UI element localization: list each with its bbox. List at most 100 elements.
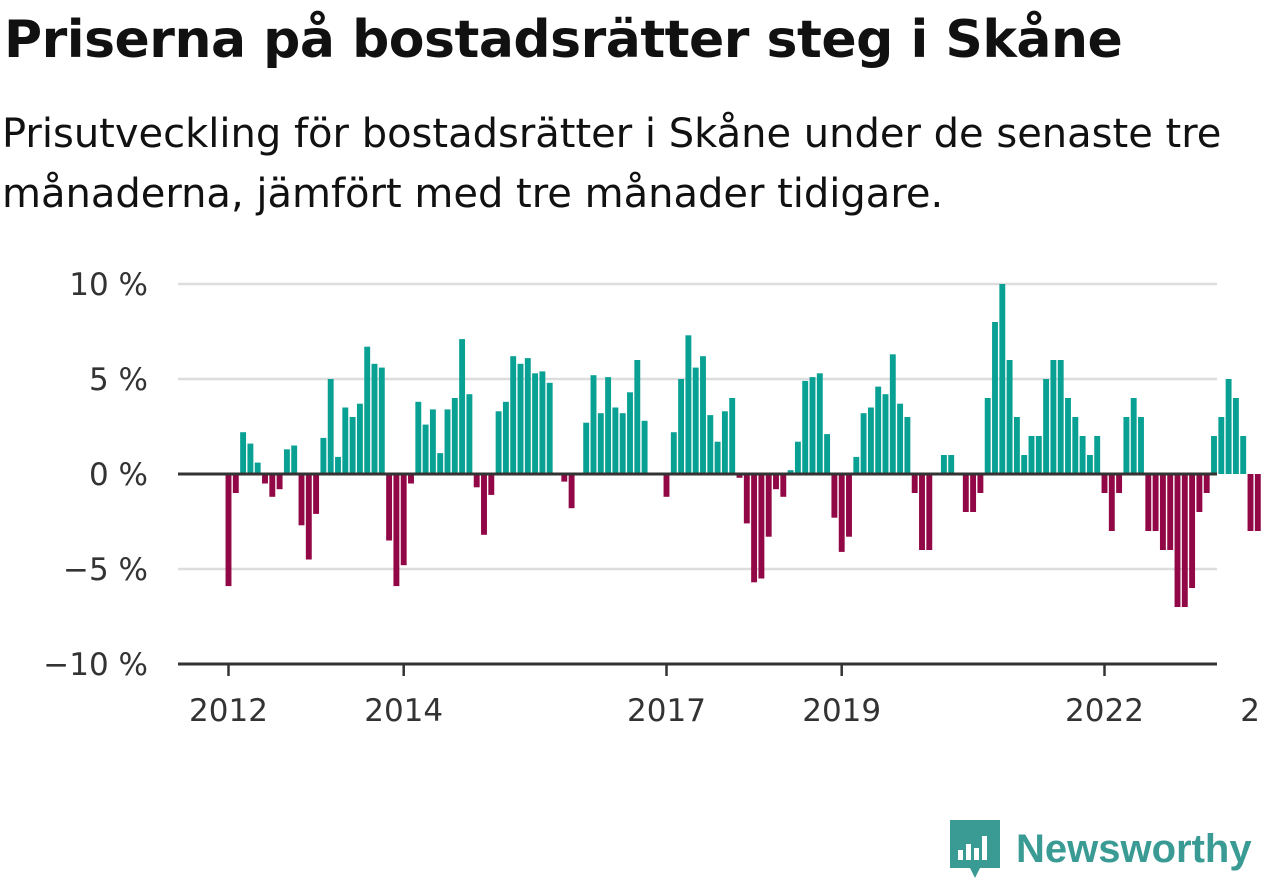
bar	[1138, 417, 1144, 474]
bar-chart: 10 % 5 % 0 % −5 % −10 % 2012 2014 2017 2019 2022 2…	[43, 267, 1262, 729]
bar	[444, 409, 451, 474]
bar	[232, 474, 239, 493]
bar	[758, 474, 765, 579]
bar	[977, 474, 984, 493]
bar	[1050, 360, 1057, 474]
bar	[911, 474, 918, 493]
bar	[532, 373, 539, 474]
bar	[510, 356, 517, 474]
bar	[751, 474, 758, 583]
bar	[1159, 474, 1166, 550]
bar	[926, 474, 933, 550]
bar	[597, 413, 604, 474]
bar	[692, 367, 699, 474]
bar	[342, 407, 349, 474]
bar	[466, 394, 473, 474]
chart-subtitle: Prisutveckling för bostadsrätter i Skåne…	[2, 111, 1222, 217]
bar	[371, 363, 378, 474]
bar	[816, 373, 823, 474]
bar	[721, 411, 728, 474]
bar	[393, 474, 400, 587]
bar	[254, 462, 261, 474]
bar	[787, 470, 794, 474]
bar	[678, 379, 685, 474]
bar	[517, 363, 524, 474]
bar	[685, 335, 692, 474]
bar	[1057, 360, 1064, 474]
bar	[262, 474, 268, 484]
bar	[415, 401, 422, 474]
bar	[408, 474, 414, 484]
bar	[889, 354, 896, 474]
bar	[386, 474, 393, 541]
y-tick-label: 0 %	[89, 457, 148, 493]
bar	[502, 401, 509, 474]
bar	[1101, 474, 1108, 493]
bar	[1065, 398, 1071, 474]
bar	[794, 441, 801, 474]
chart-title: Priserna på bostadsrätter steg i Skåne	[4, 10, 1123, 70]
bar	[1123, 417, 1130, 474]
x-tick-label: 2014	[364, 693, 443, 729]
axes	[178, 472, 1217, 676]
bar	[1211, 436, 1217, 474]
bar	[305, 474, 312, 560]
bar	[875, 386, 882, 474]
bar	[992, 322, 998, 474]
bars	[225, 284, 1261, 607]
bar	[619, 413, 626, 474]
bar	[1079, 436, 1086, 474]
bar	[999, 284, 1006, 474]
bar	[853, 456, 860, 474]
bar	[714, 441, 721, 474]
bar	[809, 377, 816, 474]
bar	[838, 474, 845, 552]
y-tick-label: −10 %	[43, 647, 148, 683]
bar	[1035, 436, 1042, 474]
bar	[1021, 455, 1028, 474]
bar	[736, 474, 743, 478]
bar	[378, 367, 385, 474]
bar	[269, 474, 276, 497]
bar	[904, 417, 911, 474]
brand: Newsworthy	[950, 818, 1252, 880]
bar	[627, 392, 633, 474]
bar	[422, 424, 429, 474]
bar	[568, 474, 575, 509]
bar	[240, 432, 247, 474]
bar	[1130, 398, 1137, 474]
x-tick-label: 2022	[1065, 693, 1144, 729]
bar	[1181, 474, 1188, 607]
bar	[1086, 455, 1093, 474]
bar	[364, 346, 371, 474]
x-tick-label: 2024	[1240, 693, 1262, 729]
bar	[1013, 417, 1020, 474]
bar	[948, 455, 955, 474]
bar	[495, 411, 502, 474]
bar	[1203, 474, 1210, 493]
bar	[473, 474, 480, 488]
bar	[1196, 474, 1203, 512]
bar	[1006, 360, 1013, 474]
bar	[846, 474, 852, 537]
bar	[400, 474, 407, 566]
bar	[1254, 474, 1261, 531]
bar	[247, 443, 254, 474]
bar	[1232, 398, 1239, 474]
bar	[459, 339, 466, 474]
bar	[605, 377, 612, 474]
bar	[327, 379, 334, 474]
bar	[882, 394, 889, 474]
bar	[1043, 379, 1050, 474]
bar	[1174, 474, 1181, 607]
bar	[700, 356, 706, 474]
bar	[1152, 474, 1159, 531]
bar	[984, 398, 991, 474]
bar	[612, 407, 619, 474]
bar	[773, 474, 779, 490]
bar	[356, 403, 363, 474]
bar	[481, 474, 487, 535]
bar	[283, 449, 290, 474]
bar	[831, 474, 838, 518]
bar	[298, 474, 305, 526]
